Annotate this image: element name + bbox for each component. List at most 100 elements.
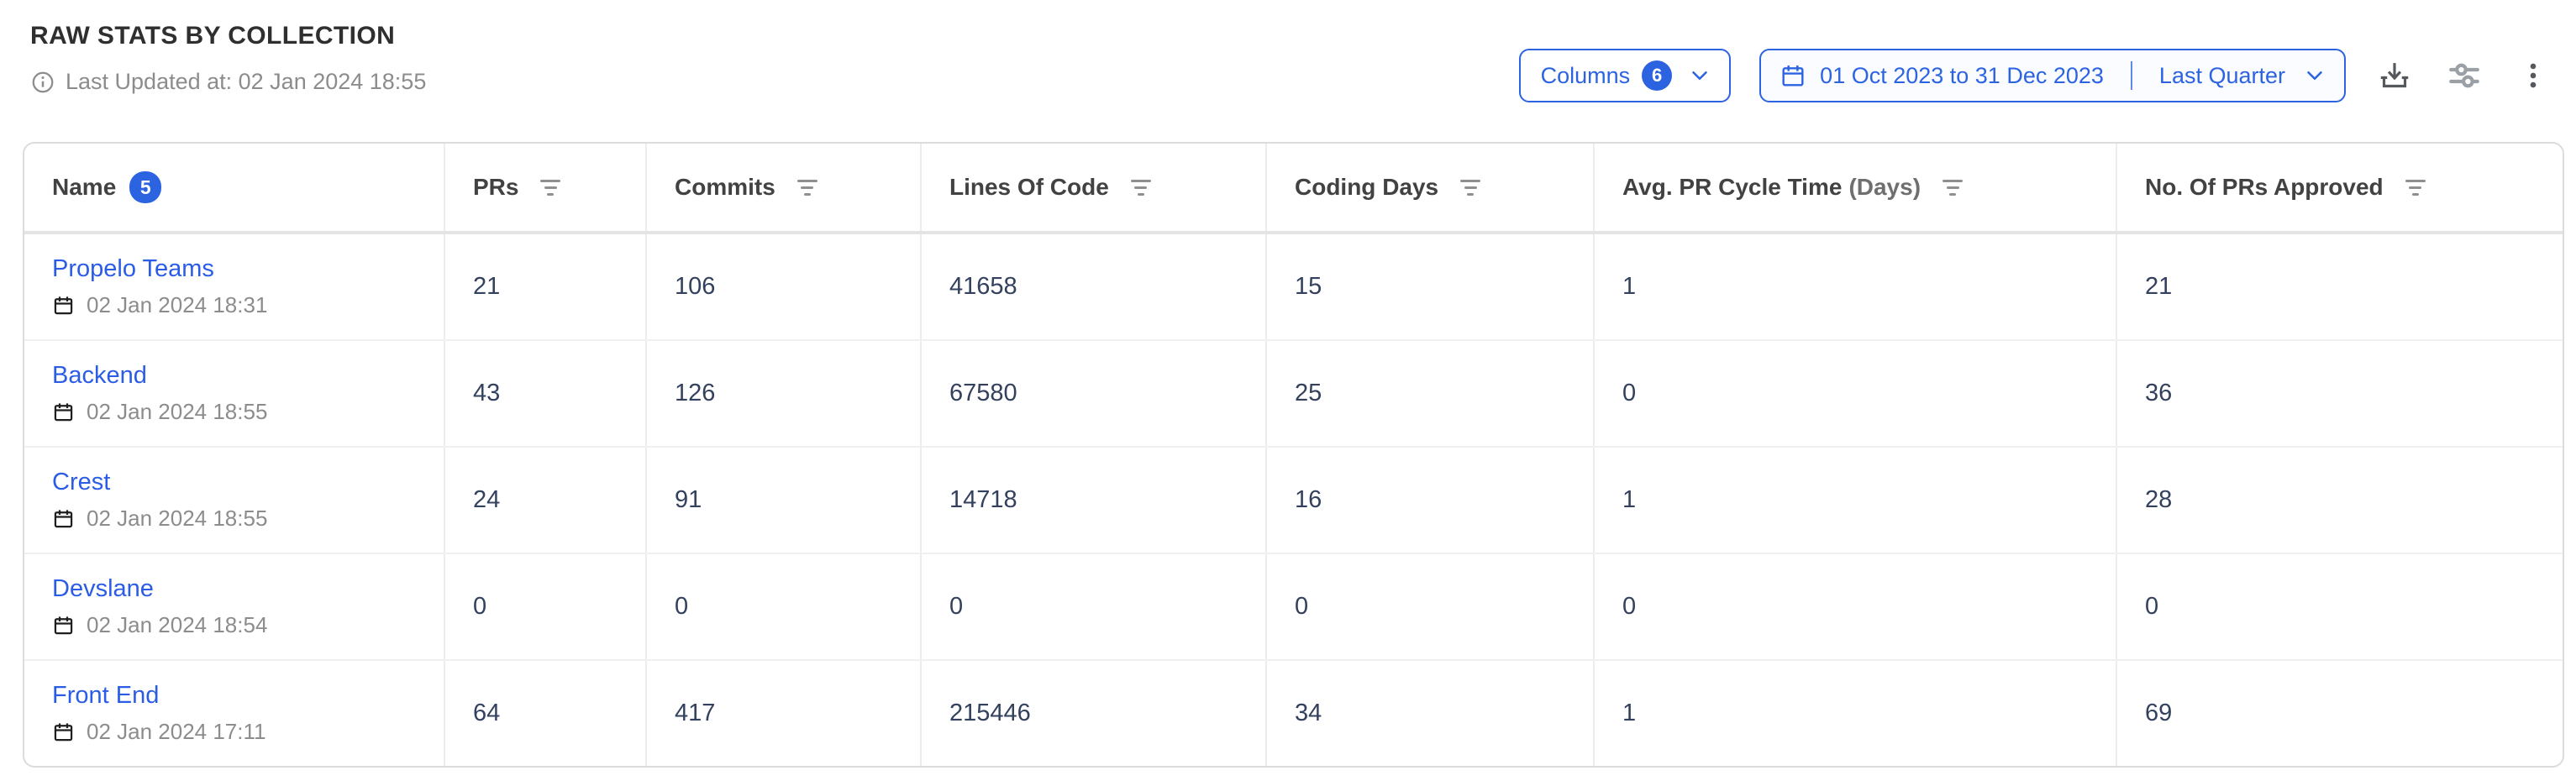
collection-link[interactable]: Propelo Teams — [52, 255, 214, 282]
column-label: PRs — [473, 174, 519, 200]
last-updated-row: Last Updated at: 02 Jan 2024 18:55 — [30, 69, 426, 95]
coding-days-value: 16 — [1267, 448, 1595, 553]
column-label: Commits — [675, 174, 775, 200]
date-range-button[interactable]: 01 Oct 2023 to 31 Dec 2023 Last Quarter — [1759, 49, 2346, 102]
row-updated-date: 02 Jan 2024 17:11 — [52, 719, 265, 745]
report-header: RAW STATS BY COLLECTION Last Updated at:… — [30, 22, 426, 95]
column-header-commits: Commits — [647, 144, 922, 231]
coding-days-value: 0 — [1267, 554, 1595, 659]
name-header-label: Name — [52, 174, 117, 200]
chevron-down-icon — [1687, 63, 1712, 88]
filter-icon[interactable] — [535, 175, 565, 201]
sliders-icon — [2449, 63, 2479, 88]
column-label: Coding Days — [1295, 174, 1439, 200]
column-label: Avg. PR Cycle Time — [1622, 174, 1843, 200]
stats-table: Name 5 PRs Commits Lines Of Code Coding … — [23, 142, 2564, 768]
commits-value: 106 — [647, 234, 922, 339]
calendar-icon — [54, 296, 73, 315]
collection-link[interactable]: Front End — [52, 682, 160, 709]
row-updated-date: 02 Jan 2024 18:54 — [52, 612, 267, 638]
table-header-row: Name 5 PRs Commits Lines Of Code Coding … — [24, 144, 2563, 234]
coding-days-value: 34 — [1267, 661, 1595, 766]
calendar-icon — [54, 616, 73, 635]
column-header-lines-of-code: Lines Of Code — [922, 144, 1267, 231]
row-updated-date: 02 Jan 2024 18:31 — [52, 292, 267, 318]
date-range-text: 01 Oct 2023 to 31 Dec 2023 — [1820, 62, 2104, 88]
column-header-name: Name 5 — [24, 144, 445, 231]
avg-pr-cycle-time-value: 1 — [1595, 234, 2117, 339]
name-count-badge-wrap: 5 — [129, 171, 162, 203]
name-cell: Backend 02 Jan 2024 18:55 — [24, 341, 445, 446]
name-cell: Propelo Teams 02 Jan 2024 18:31 — [24, 234, 445, 339]
lines-of-code-value: 215446 — [922, 661, 1267, 766]
name-count-badge: 5 — [129, 171, 162, 203]
prs-value: 43 — [445, 341, 647, 446]
column-label: No. Of PRs Approved — [2145, 174, 2384, 200]
avg-pr-cycle-time-value: 1 — [1595, 448, 2117, 553]
row-updated-date: 02 Jan 2024 18:55 — [52, 399, 267, 425]
table-row: Devslane 02 Jan 2024 18:54 0 0 0 0 0 0 — [24, 554, 2563, 661]
columns-count-badge: 6 — [1642, 60, 1673, 91]
collection-link[interactable]: Devslane — [52, 575, 154, 602]
collection-link[interactable]: Backend — [52, 362, 147, 389]
name-cell: Front End 02 Jan 2024 17:11 — [24, 661, 445, 766]
coding-days-value: 25 — [1267, 341, 1595, 446]
columns-label: Columns — [1540, 62, 1631, 88]
name-cell: Crest 02 Jan 2024 18:55 — [24, 448, 445, 553]
avg-pr-cycle-time-value: 0 — [1595, 554, 2117, 659]
column-header-coding-days: Coding Days — [1267, 144, 1595, 231]
calendar-icon — [1782, 66, 1804, 86]
coding-days-value: 15 — [1267, 234, 1595, 339]
filter-icon[interactable] — [2400, 175, 2431, 201]
download-icon — [2380, 63, 2409, 88]
commits-value: 0 — [647, 554, 922, 659]
date-divider — [2130, 61, 2132, 90]
prs-value: 0 — [445, 554, 647, 659]
prs-approved-value: 69 — [2145, 700, 2173, 726]
chevron-down-icon — [2302, 63, 2327, 88]
updated-text: 02 Jan 2024 17:11 — [87, 719, 266, 744]
prs-approved-value: 21 — [2145, 273, 2173, 300]
prs-approved-value: 28 — [2145, 486, 2173, 513]
updated-text: 02 Jan 2024 18:55 — [87, 399, 268, 424]
more-options-button[interactable] — [2514, 56, 2552, 95]
lines-of-code-value: 14718 — [922, 448, 1267, 553]
prs-value: 21 — [445, 234, 647, 339]
page-title: RAW STATS BY COLLECTION — [30, 22, 396, 50]
row-updated-date: 02 Jan 2024 18:55 — [52, 506, 267, 532]
table-row: Propelo Teams 02 Jan 2024 18:31 21 106 4… — [24, 234, 2563, 341]
info-icon — [32, 71, 54, 92]
columns-button[interactable]: Columns 6 — [1518, 49, 1732, 102]
avg-pr-cycle-time-value: 1 — [1595, 661, 2117, 766]
filter-icon[interactable] — [1126, 175, 1156, 201]
updated-text: 02 Jan 2024 18:31 — [87, 292, 268, 317]
name-cell: Devslane 02 Jan 2024 18:54 — [24, 554, 445, 659]
filter-icon[interactable] — [792, 175, 823, 201]
prs-value: 24 — [445, 448, 647, 553]
last-updated-text: Last Updated at: 02 Jan 2024 18:55 — [66, 69, 427, 94]
column-label-suffix: (Days) — [1848, 174, 1921, 200]
updated-text: 02 Jan 2024 18:55 — [87, 506, 268, 531]
column-label: Lines Of Code — [949, 174, 1109, 200]
commits-value: 417 — [647, 661, 922, 766]
prs-value: 64 — [445, 661, 647, 766]
table-row: Backend 02 Jan 2024 18:55 43 126 67580 2… — [24, 341, 2563, 448]
calendar-icon — [54, 403, 73, 422]
toolbar: Columns 6 01 Oct 2023 to 31 Dec 2023 Las… — [1518, 49, 2552, 102]
lines-of-code-value: 41658 — [922, 234, 1267, 339]
collection-link[interactable]: Crest — [52, 469, 111, 495]
filter-settings-button[interactable] — [2443, 55, 2485, 97]
commits-value: 126 — [647, 341, 922, 446]
table-row: Front End 02 Jan 2024 17:11 64 417 21544… — [24, 661, 2563, 766]
filter-icon[interactable] — [1937, 175, 1968, 201]
updated-text: 02 Jan 2024 18:54 — [87, 612, 268, 637]
prs-approved-value: 36 — [2145, 380, 2173, 406]
column-header-prs: PRs — [445, 144, 647, 231]
table-row: Crest 02 Jan 2024 18:55 24 91 14718 16 1… — [24, 448, 2563, 554]
column-header-prs-approved: No. Of PRs Approved — [2117, 144, 2563, 231]
avg-pr-cycle-time-value: 0 — [1595, 341, 2117, 446]
download-button[interactable] — [2374, 55, 2415, 96]
kebab-menu-icon — [2530, 63, 2537, 88]
filter-icon[interactable] — [1455, 175, 1485, 201]
